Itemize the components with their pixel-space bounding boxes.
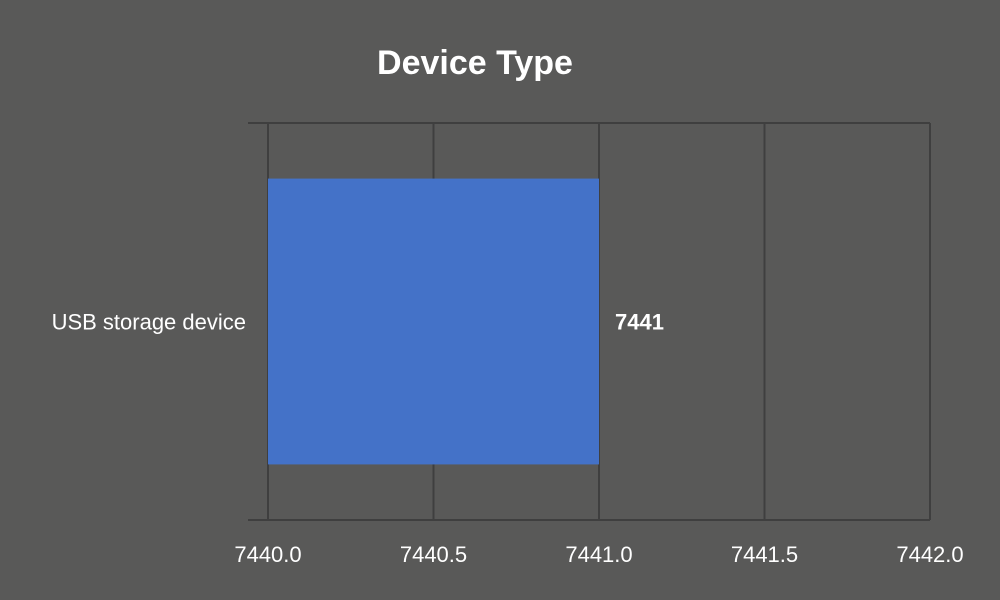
label-layer: 7440.0 7440.5 7441.0 7441.5 7442.0 USB storag… [52, 310, 964, 568]
x-tick-label: 7441.5 [731, 542, 798, 567]
x-tick-label: 7440.0 [234, 542, 301, 567]
chart-title: Device Type [377, 44, 573, 82]
x-tick-label: 7440.5 [400, 542, 467, 567]
category-label: USB storage device [52, 310, 246, 335]
bar-layer [268, 178, 599, 465]
x-tick-label: 7442.0 [896, 542, 963, 567]
bar-value-label: 7441 [615, 310, 664, 335]
x-tick-label: 7441.0 [565, 542, 632, 567]
bar [268, 178, 599, 465]
